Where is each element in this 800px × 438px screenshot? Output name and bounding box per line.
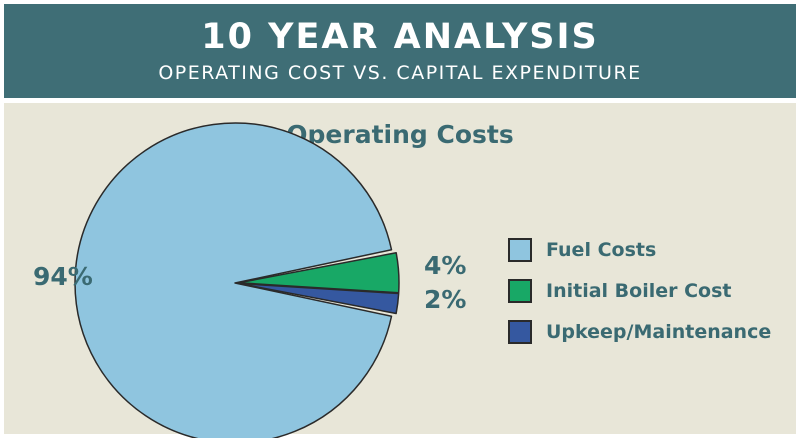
chart-legend: Fuel Costs Initial Boiler Cost Upkeep/Ma… <box>508 230 771 353</box>
legend-label-fuel: Fuel Costs <box>546 239 657 261</box>
legend-swatch-fuel <box>508 238 532 262</box>
legend-item-boiler: Initial Boiler Cost <box>508 271 771 311</box>
legend-label-upkeep: Upkeep/Maintenance <box>546 321 772 343</box>
page-title: 10 YEAR ANALYSIS <box>201 17 599 57</box>
legend-swatch-upkeep <box>508 320 532 344</box>
pie-slice-fuel <box>74 122 393 438</box>
pie-slice-upkeep <box>238 282 400 315</box>
legend-item-upkeep: Upkeep/Maintenance <box>508 312 771 352</box>
slice-label-boiler: 4% <box>424 251 467 280</box>
page-subtitle: OPERATING COST VS. CAPITAL EXPENDITURE <box>158 62 642 84</box>
legend-swatch-boiler <box>508 279 532 303</box>
slice-label-fuel: 94% <box>33 262 93 291</box>
header-banner: 10 YEAR ANALYSIS OPERATING COST VS. CAPI… <box>4 4 796 98</box>
slice-label-upkeep: 2% <box>424 285 467 314</box>
pie-slice-boiler <box>238 252 400 294</box>
chart-title: Operating Costs <box>286 120 514 149</box>
legend-label-boiler: Initial Boiler Cost <box>546 280 732 302</box>
legend-item-fuel: Fuel Costs <box>508 230 771 270</box>
